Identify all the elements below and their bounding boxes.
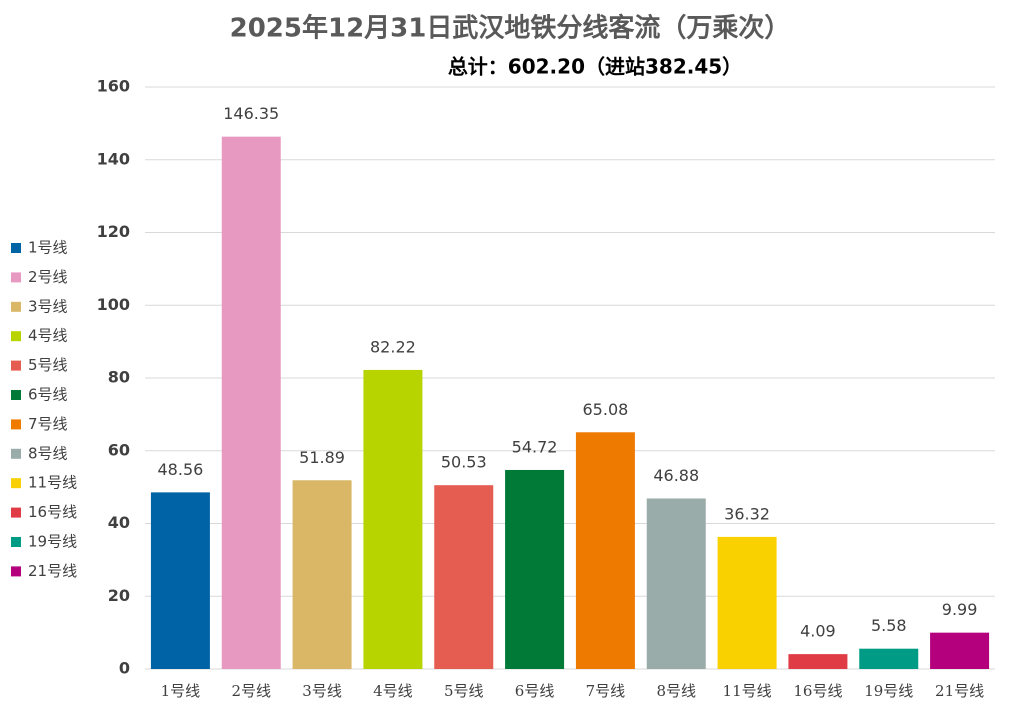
- bar: [434, 485, 494, 669]
- y-tick-label: 140: [97, 149, 130, 168]
- legend-swatch: [11, 243, 21, 253]
- y-tick-label: 40: [108, 513, 130, 532]
- legend-label: 2号线: [28, 268, 68, 286]
- legend-label: 21号线: [28, 562, 77, 580]
- legend-swatch: [11, 448, 21, 459]
- y-tick-label: 160: [97, 77, 130, 96]
- bar: [646, 498, 706, 669]
- bar: [575, 432, 635, 669]
- legend-swatch: [11, 390, 21, 400]
- value-label: 54.72: [512, 437, 558, 456]
- y-tick-label: 60: [108, 440, 130, 459]
- bar: [859, 648, 919, 669]
- legend-label: 6号线: [28, 386, 68, 404]
- value-label: 36.32: [724, 504, 770, 523]
- legend-swatch: [11, 419, 21, 430]
- legend-label: 16号线: [28, 503, 77, 521]
- y-tick-label: 100: [97, 295, 130, 314]
- legend-label: 11号线: [28, 474, 77, 492]
- value-label: 65.08: [583, 400, 629, 419]
- legend-label: 8号线: [28, 444, 68, 462]
- y-tick-label: 80: [108, 368, 130, 387]
- legend-label: 3号线: [28, 297, 68, 315]
- x-tick-label: 8号线: [656, 682, 696, 700]
- y-tick-label: 20: [108, 586, 130, 605]
- chart-title: 2025年12月31日武汉地铁分线客流（万乘次）: [230, 13, 791, 44]
- y-tick-label: 0: [119, 659, 130, 678]
- legend-label: 7号线: [28, 415, 68, 433]
- legend-label: 1号线: [28, 239, 68, 257]
- x-tick-label: 2号线: [231, 682, 271, 700]
- x-tick-label: 11号线: [723, 682, 772, 700]
- x-tick-label: 16号线: [793, 682, 842, 700]
- x-tick-label: 7号线: [586, 682, 626, 700]
- legend-swatch: [11, 507, 21, 518]
- x-tick-label: 3号线: [302, 682, 342, 700]
- legend-swatch: [11, 537, 21, 547]
- legend-swatch: [11, 272, 21, 283]
- legend-swatch: [11, 301, 21, 312]
- legend-label: 5号线: [28, 356, 68, 374]
- value-label: 46.88: [653, 466, 699, 485]
- legend-label: 4号线: [28, 327, 68, 345]
- x-tick-label: 6号线: [515, 682, 555, 700]
- bar: [788, 654, 848, 669]
- legend-swatch: [11, 478, 21, 489]
- x-tick-label: 1号线: [161, 682, 201, 700]
- y-tick-label: 120: [97, 222, 130, 241]
- bar: [717, 536, 777, 669]
- bar: [221, 136, 281, 670]
- value-label: 50.53: [441, 453, 487, 472]
- legend-swatch: [11, 331, 21, 342]
- x-tick-label: 5号线: [444, 682, 484, 700]
- x-tick-label: 19号线: [864, 682, 913, 700]
- value-label: 5.58: [871, 616, 907, 635]
- legend-swatch: [11, 566, 21, 577]
- bar: [363, 369, 423, 669]
- value-label: 146.35: [223, 104, 279, 123]
- bar: [292, 480, 352, 669]
- chart-subtitle: 总计：602.20（进站382.45）: [448, 55, 742, 79]
- bar: [930, 632, 990, 669]
- value-label: 48.56: [158, 460, 204, 479]
- value-label: 82.22: [370, 337, 416, 356]
- x-tick-label: 21号线: [935, 682, 984, 700]
- value-label: 9.99: [942, 600, 978, 619]
- legend-label: 19号线: [28, 533, 77, 551]
- x-tick-label: 4号线: [373, 682, 413, 700]
- bar: [150, 492, 210, 669]
- legend-swatch: [11, 360, 21, 371]
- value-label: 51.89: [299, 448, 345, 467]
- bar: [505, 469, 565, 669]
- value-label: 4.09: [800, 622, 836, 641]
